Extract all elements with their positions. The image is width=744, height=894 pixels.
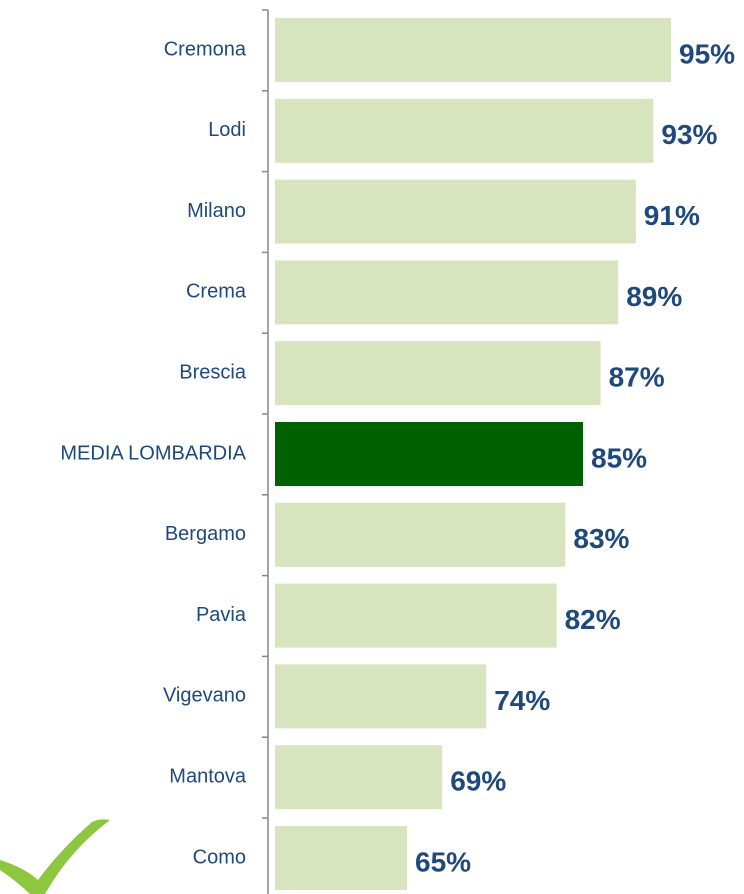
category-label: Como (193, 846, 246, 868)
value-label: 74% (494, 685, 550, 716)
value-label: 91% (644, 200, 700, 231)
value-label: 87% (609, 362, 665, 393)
value-label: 69% (450, 766, 506, 797)
category-label: Lodi (208, 119, 246, 141)
value-label: 83% (573, 523, 629, 554)
category-label: MEDIA LOMBARDIA (60, 442, 246, 464)
bar (275, 422, 583, 486)
bar (275, 98, 654, 163)
category-label: Bergamo (165, 523, 246, 545)
category-label: Milano (187, 200, 246, 222)
bar (275, 664, 487, 729)
value-label: 85% (591, 442, 647, 473)
bar (275, 260, 619, 325)
bar (275, 341, 601, 406)
category-label: Cremona (164, 38, 247, 60)
bar (275, 583, 557, 648)
category-label: Vigevano (163, 685, 246, 707)
check-logo (0, 819, 110, 894)
value-label: 89% (626, 281, 682, 312)
value-label: 65% (415, 846, 471, 877)
category-label: Pavia (196, 604, 247, 626)
category-label: Mantova (169, 765, 247, 787)
value-label: 95% (679, 38, 735, 69)
category-label: Crema (186, 281, 247, 303)
bar (275, 179, 636, 244)
bar (275, 745, 443, 810)
value-label: 93% (661, 119, 717, 150)
bar (275, 826, 407, 890)
category-label: Brescia (179, 361, 247, 383)
bar (275, 18, 671, 82)
value-label: 82% (565, 604, 621, 635)
bar (275, 502, 566, 567)
